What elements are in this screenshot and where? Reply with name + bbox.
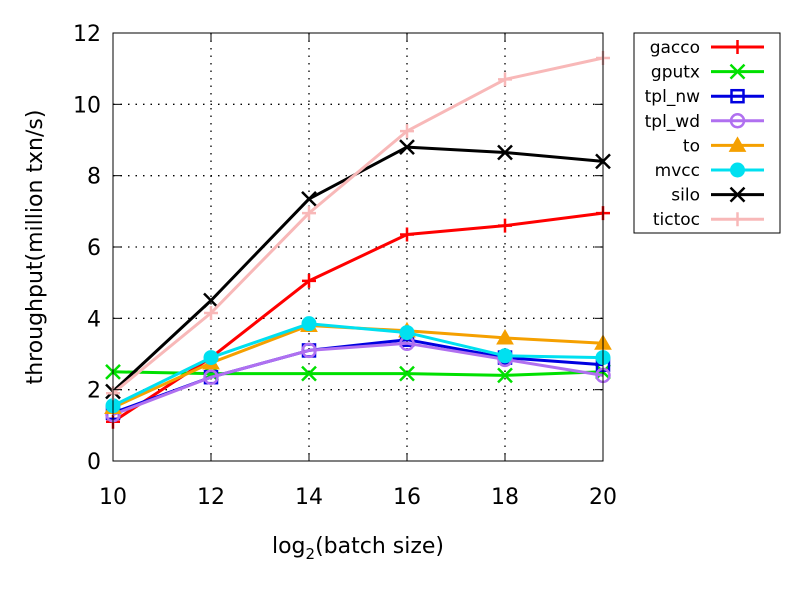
x-tick-label: 18 [491, 485, 519, 510]
data-point-mvcc [203, 350, 219, 366]
data-point-mvcc [497, 348, 513, 364]
legend-marker [730, 162, 745, 178]
legend-label: tpl_wd [645, 112, 700, 132]
legend-item-mvcc: mvcc [655, 161, 764, 181]
y-tick-label: 2 [87, 379, 101, 404]
data-point-tictoc [400, 124, 414, 139]
x-tick-label: 14 [295, 485, 323, 510]
legend-marker [729, 113, 746, 129]
data-point-gputx [399, 365, 415, 382]
y-tick-label: 6 [87, 236, 101, 261]
legend-label: tpl_nw [645, 87, 700, 107]
legend-label: gputx [651, 63, 700, 83]
data-point-gacco [302, 273, 316, 288]
series-line-tpl_wd [112, 341, 604, 417]
grid-lines [113, 33, 603, 461]
series-line-gacco [112, 211, 604, 424]
y-axis-title: throughput(million txn/s) [23, 110, 48, 385]
data-point-tpl_wd [203, 369, 219, 385]
x-tick-labels: 10 12 14 16 18 20 [99, 485, 617, 510]
x-axis-title: log2(batch size) [272, 534, 444, 563]
x-tick-label: 20 [589, 485, 617, 510]
legend-item-tpl_wd: tpl_wd [645, 112, 764, 132]
legend-label: gacco [650, 38, 700, 58]
legend-item-tpl_nw: tpl_nw [645, 87, 764, 107]
legend-marker [728, 136, 747, 152]
series-group [104, 50, 612, 429]
data-point-silo [301, 190, 317, 207]
series-line-mvcc [112, 322, 604, 408]
legend-item-tictoc: tictoc [653, 210, 764, 230]
legend-item-to: to [683, 136, 764, 156]
y-tick-label: 8 [87, 165, 101, 190]
x-tick-label: 16 [393, 485, 421, 510]
data-point-silo [399, 139, 415, 156]
legend-marker [730, 212, 745, 227]
data-point-tpl_wd [301, 342, 317, 359]
data-point-tictoc [498, 72, 512, 87]
y-tick-label: 10 [73, 93, 101, 118]
x-tick-label: 10 [99, 485, 127, 510]
legend-item-gacco: gacco [650, 38, 764, 58]
x-tick-label: 12 [197, 485, 225, 510]
legend-item-gputx: gputx [651, 63, 764, 83]
data-point-gputx [497, 367, 513, 384]
data-point-gacco [400, 227, 414, 242]
y-tick-label: 4 [87, 307, 101, 332]
series-line-tpl_nw [112, 338, 604, 415]
series-line-to [112, 324, 604, 409]
plot-frame [112, 32, 604, 462]
data-point-tictoc [204, 305, 218, 320]
data-point-gacco [498, 218, 512, 233]
legend-label: mvcc [655, 161, 700, 181]
series-line-gputx [112, 370, 604, 377]
data-point-silo [497, 144, 513, 161]
data-point-to [496, 328, 514, 345]
legend-label: to [683, 136, 700, 156]
legend-marker [730, 40, 745, 54]
y-tick-label: 0 [87, 450, 101, 475]
series-line-tictoc [112, 56, 604, 395]
legend-label: silo [671, 186, 700, 206]
y-tick-label: 12 [73, 22, 101, 47]
legend-marker [730, 88, 745, 104]
legend-box [633, 32, 781, 234]
data-point-mvcc [399, 325, 415, 341]
legend-marker [729, 63, 746, 80]
data-point-silo [203, 292, 219, 309]
y-tick-labels: 0 2 4 6 8 10 12 [73, 22, 101, 475]
legend-item-silo: silo [671, 186, 764, 206]
data-point-tictoc [302, 206, 316, 221]
axis-ticks [112, 32, 604, 462]
data-point-mvcc [301, 316, 317, 332]
legend-marker [729, 186, 746, 203]
legend-label: tictoc [653, 210, 700, 230]
data-point-gputx [301, 365, 317, 382]
